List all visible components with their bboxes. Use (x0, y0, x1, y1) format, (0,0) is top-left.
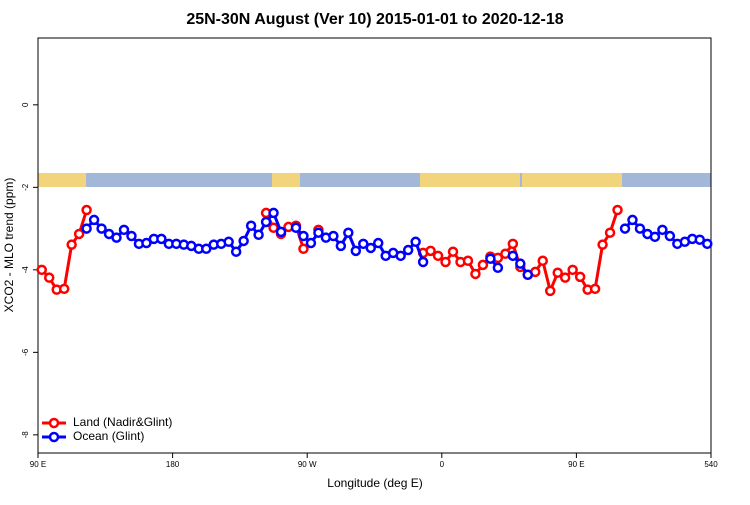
point (43, 272, 55, 283)
y-axis-label: XCO2 - MLO trend (ppm) (2, 178, 16, 313)
point (298, 243, 309, 255)
point (253, 229, 264, 241)
y-tick-label: 0 (21, 102, 30, 107)
point (118, 224, 130, 236)
x-tick-label: 540 (704, 460, 718, 469)
point (544, 285, 556, 297)
point (425, 245, 436, 257)
point (372, 237, 384, 249)
point (649, 231, 661, 243)
point (552, 267, 563, 278)
point (432, 250, 444, 262)
point (567, 264, 578, 276)
point (462, 255, 474, 267)
point (515, 258, 526, 269)
point (268, 222, 279, 234)
point (365, 242, 377, 254)
point (507, 250, 519, 262)
point (328, 230, 339, 242)
point (126, 230, 137, 242)
point (343, 227, 354, 238)
point (619, 223, 631, 234)
point (313, 227, 324, 238)
point (260, 216, 272, 228)
point (141, 237, 152, 249)
point (335, 240, 347, 252)
point (81, 223, 92, 234)
point (350, 245, 362, 257)
point (305, 237, 317, 249)
point (597, 239, 608, 250)
point (485, 253, 496, 264)
point (470, 268, 481, 280)
point (694, 234, 706, 245)
point (358, 238, 369, 250)
legend-marker (48, 431, 60, 443)
point (589, 283, 601, 295)
point (156, 233, 167, 245)
point (81, 204, 92, 216)
point (58, 283, 70, 295)
land-strip (420, 173, 520, 187)
point (238, 235, 249, 247)
point (612, 204, 623, 216)
point (230, 246, 242, 257)
point (702, 238, 713, 250)
point (559, 272, 571, 283)
point (447, 246, 459, 257)
x-axis-label: Longitude (deg E) (327, 476, 422, 490)
point (245, 220, 257, 231)
point (290, 222, 302, 234)
point (492, 262, 504, 274)
point (395, 250, 406, 262)
point (574, 271, 586, 283)
point (223, 236, 234, 248)
point (657, 224, 668, 236)
x-tick-label: 180 (166, 460, 180, 469)
point (73, 228, 85, 240)
x-tick-label: 90 E (568, 460, 584, 469)
point (440, 256, 451, 268)
point (417, 256, 429, 268)
point (522, 269, 534, 281)
x-tick-label: 90 E (30, 460, 46, 469)
legend-label: Land (Nadir&Glint) (73, 415, 172, 429)
point (664, 230, 676, 242)
y-tick-label: -8 (21, 431, 30, 439)
point (298, 230, 309, 242)
point (634, 223, 646, 234)
y-tick-label: -2 (21, 183, 30, 191)
y-tick-label: -6 (21, 348, 30, 356)
chart-title: 25N-30N August (Ver 10) 2015-01-01 to 20… (186, 11, 563, 28)
point (66, 239, 77, 250)
land-ocean-strip (38, 173, 711, 187)
land-strip (38, 173, 86, 187)
land-strip (272, 173, 300, 187)
point (477, 259, 489, 271)
legend-label: Ocean (Glint) (73, 429, 144, 443)
point (275, 226, 287, 238)
point (537, 255, 548, 267)
point (88, 214, 100, 226)
land-strip (522, 173, 622, 187)
point (507, 238, 519, 250)
point (604, 227, 616, 238)
y-tick-label: -4 (21, 266, 30, 274)
point (36, 264, 47, 276)
point (627, 214, 638, 226)
point (96, 223, 107, 234)
point (111, 232, 122, 243)
point (410, 236, 421, 248)
x-tick-label: 0 (440, 460, 445, 469)
x-tick-label: 90 W (298, 460, 317, 469)
point (402, 244, 414, 256)
point (201, 243, 212, 255)
point (268, 207, 279, 219)
legend-marker (48, 417, 60, 429)
